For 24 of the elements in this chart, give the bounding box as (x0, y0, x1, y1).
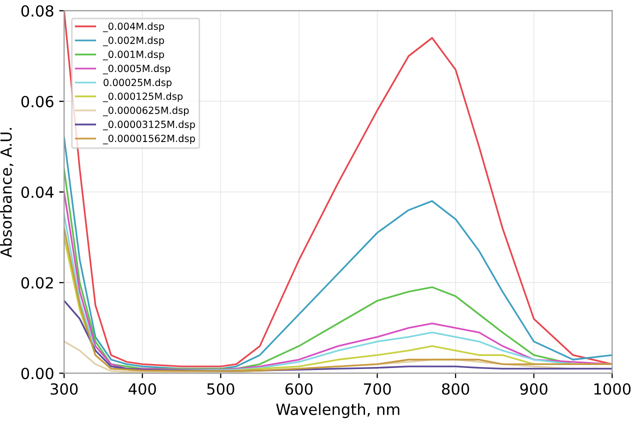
legend-label: _0.00001562M.dsp (102, 134, 195, 144)
legend-label: _0.00003125M.dsp (102, 120, 195, 130)
x-tick-label: 1000 (594, 383, 631, 395)
y-tick-label: 0.00 (21, 368, 54, 380)
x-tick-label: 500 (207, 383, 234, 395)
y-tick-label: 0.08 (21, 5, 54, 17)
y-axis-title: Absorbance, A.U. (0, 128, 14, 258)
legend-label: _0.0000625M.dsp (102, 106, 189, 116)
legend-label: _0.001M.dsp (102, 50, 164, 60)
legend-label: _0.004M.dsp (102, 22, 164, 32)
x-tick-label: 700 (364, 383, 391, 395)
y-tick-label: 0.06 (21, 96, 54, 108)
y-tick-label: 0.02 (21, 277, 53, 289)
x-tick-label: 300 (50, 383, 78, 395)
legend-label: 0.00025M.dsp (104, 78, 172, 88)
x-tick-label: 900 (520, 383, 548, 395)
x-axis-title: Wavelength, nm (276, 403, 400, 418)
x-tick-label: 800 (442, 383, 470, 395)
x-tick-label: 600 (285, 383, 313, 395)
legend-label: _0.002M.dsp (102, 36, 164, 46)
y-tick-label: 0.04 (21, 186, 54, 198)
legend-label: _0.0005M.dsp (102, 64, 170, 74)
legend-label: _0.000125M.dsp (102, 92, 183, 102)
x-tick-label: 400 (128, 383, 156, 395)
